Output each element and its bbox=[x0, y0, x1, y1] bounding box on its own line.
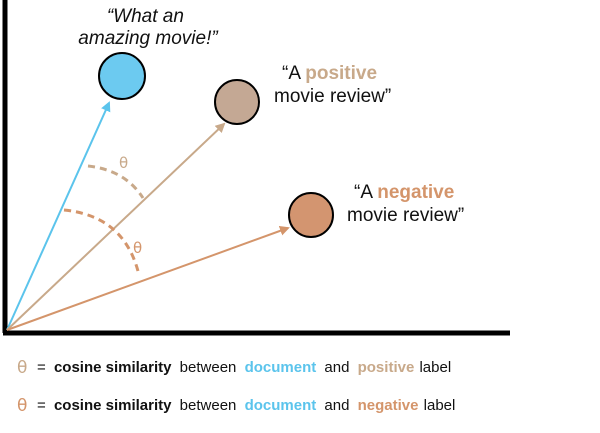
legend-negative-equals: = bbox=[37, 397, 46, 414]
legend-positive-word: positive bbox=[358, 359, 415, 376]
negative-vector-arrow bbox=[6, 226, 290, 331]
positive-label: “A positive bbox=[282, 63, 377, 84]
document-label-line1: “What an bbox=[107, 6, 184, 27]
negative-label-prefix: “A bbox=[354, 182, 377, 203]
legend-positive-text: = cosine similarity between document and… bbox=[37, 359, 451, 376]
legend-positive-and: and bbox=[324, 359, 349, 376]
negative-angle-arc bbox=[63, 208, 141, 276]
legend-negative-tail: label bbox=[424, 397, 456, 414]
legend-positive-equals: = bbox=[37, 359, 46, 376]
positive-label-highlight: positive bbox=[305, 63, 377, 84]
legend-positive-theta: θ bbox=[17, 358, 27, 378]
legend-positive-tail: label bbox=[419, 359, 451, 376]
positive-label-line2: movie review” bbox=[274, 86, 391, 107]
legend-positive-bold: cosine similarity bbox=[54, 359, 172, 376]
legend-negative-doc: document bbox=[245, 397, 317, 414]
positive-angle-arc bbox=[87, 164, 145, 199]
positive-node-circle bbox=[214, 79, 260, 125]
legend-negative-and: and bbox=[324, 397, 349, 414]
negative-label: “A negative bbox=[354, 182, 454, 203]
legend-negative-word: negative bbox=[358, 397, 419, 414]
legend-negative-theta: θ bbox=[17, 396, 27, 416]
positive-label-prefix: “A bbox=[282, 63, 305, 84]
positive-angle-theta: θ bbox=[119, 154, 128, 172]
negative-angle-theta: θ bbox=[133, 239, 142, 257]
negative-node-circle bbox=[288, 192, 334, 238]
legend-negative-text: = cosine similarity between document and… bbox=[37, 397, 455, 414]
legend-positive-between: between bbox=[180, 359, 237, 376]
legend-negative-bold: cosine similarity bbox=[54, 397, 172, 414]
negative-label-highlight: negative bbox=[377, 182, 454, 203]
document-label-line2: amazing movie!” bbox=[78, 28, 219, 49]
document-node-circle bbox=[98, 52, 146, 100]
legend-row-negative: θ = cosine similarity between document a… bbox=[17, 396, 455, 416]
document-vector-arrow bbox=[6, 101, 111, 331]
legend-positive-doc: document bbox=[245, 359, 317, 376]
legend-row-positive: θ = cosine similarity between document a… bbox=[17, 358, 451, 378]
negative-label-line2: movie review” bbox=[347, 205, 464, 226]
positive-vector-arrow bbox=[6, 122, 226, 331]
legend-negative-between: between bbox=[180, 397, 237, 414]
document-label: “What an amazing movie!” bbox=[78, 6, 219, 49]
